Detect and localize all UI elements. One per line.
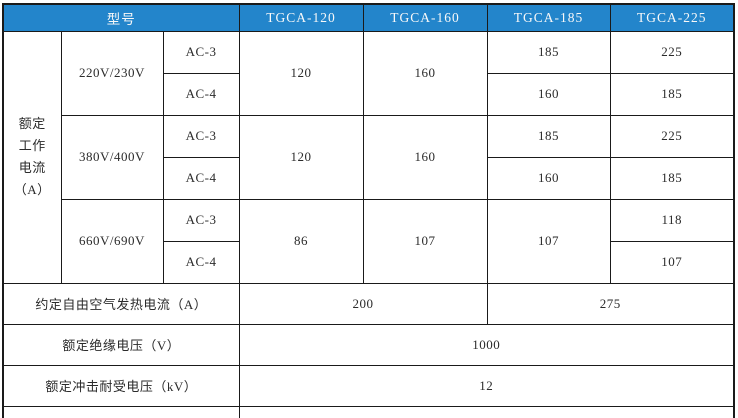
- ac3-label-660: AC-3: [162, 198, 240, 242]
- row-220-ac4: AC-4 160 185: [3, 72, 735, 116]
- thermal-current-120-160: 200: [238, 282, 488, 325]
- row-220-ac3: 额定 工作 电流 （A） 220V/230V AC-3 120 160 185 …: [2, 30, 735, 284]
- row-380-ac3: 380V/400V AC-3 120 160 185 225: [3, 114, 735, 200]
- ac4-label-660: AC-4: [162, 240, 240, 284]
- value-660-tgca120: 86: [238, 198, 364, 284]
- row-660-ac4: AC-4 107: [3, 240, 735, 284]
- thermal-current-185-225: 275: [486, 282, 735, 325]
- header-tgca-225: TGCA-225: [609, 3, 735, 32]
- value-660-tgca185: 107: [486, 198, 611, 284]
- value-220-tgca225-ac3: 225: [609, 30, 735, 74]
- partial-label-cell: [2, 405, 240, 418]
- header-row: 型号 TGCA-120 TGCA-160 TGCA-185 TGCA-225: [2, 3, 735, 32]
- row-660-ac3: 660V/690V AC-3 86 107 107 118: [3, 198, 735, 284]
- voltage-660-690: 660V/690V: [60, 198, 164, 284]
- ac3-label-220: AC-3: [162, 30, 240, 74]
- thermal-current-label: 约定自由空气发热电流（A）: [2, 282, 240, 325]
- row-thermal-current: 约定自由空气发热电流（A） 200 275: [2, 282, 735, 325]
- value-220-tgca185-ac3: 185: [486, 30, 611, 74]
- voltage-380-400: 380V/400V: [60, 114, 164, 200]
- value-220-tgca225-ac4: 185: [609, 72, 735, 116]
- header-tgca-160: TGCA-160: [362, 3, 488, 32]
- value-380-tgca225-ac4: 185: [609, 156, 735, 200]
- spec-table: 型号 TGCA-120 TGCA-160 TGCA-185 TGCA-225 额…: [2, 3, 736, 418]
- ac4-label-220: AC-4: [162, 72, 240, 116]
- insulation-voltage-value: 1000: [238, 323, 735, 366]
- header-tgca-185: TGCA-185: [486, 3, 611, 32]
- value-380-tgca160: 160: [362, 114, 488, 200]
- header-tgca-120: TGCA-120: [238, 3, 364, 32]
- row-380-ac4: AC-4 160 185: [3, 156, 735, 200]
- voltage-220-230: 220V/230V: [60, 30, 164, 116]
- rated-current-label: 额定 工作 电流 （A）: [2, 30, 62, 284]
- header-model: 型号: [2, 3, 240, 32]
- row-impulse-voltage: 额定冲击耐受电压（kV） 12: [2, 364, 735, 407]
- value-380-tgca185-ac4: 160: [486, 156, 611, 200]
- value-380-tgca185-ac3: 185: [486, 114, 611, 158]
- row-insulation-voltage: 额定绝缘电压（V） 1000: [2, 323, 735, 366]
- value-660-tgca225-ac3: 118: [609, 198, 735, 242]
- value-380-tgca120: 120: [238, 114, 364, 200]
- impulse-voltage-value: 12: [238, 364, 735, 407]
- value-660-tgca225-ac4: 107: [609, 240, 735, 284]
- value-220-tgca185-ac4: 160: [486, 72, 611, 116]
- row-partial-cutoff: [2, 405, 735, 418]
- value-380-tgca225-ac3: 225: [609, 114, 735, 158]
- value-220-tgca120: 120: [238, 30, 364, 116]
- impulse-voltage-label: 额定冲击耐受电压（kV）: [2, 364, 240, 407]
- insulation-voltage-label: 额定绝缘电压（V）: [2, 323, 240, 366]
- ac4-label-380: AC-4: [162, 156, 240, 200]
- partial-value-cell: [238, 405, 735, 418]
- ac3-label-380: AC-3: [162, 114, 240, 158]
- value-220-tgca160: 160: [362, 30, 488, 116]
- value-660-tgca160: 107: [362, 198, 488, 284]
